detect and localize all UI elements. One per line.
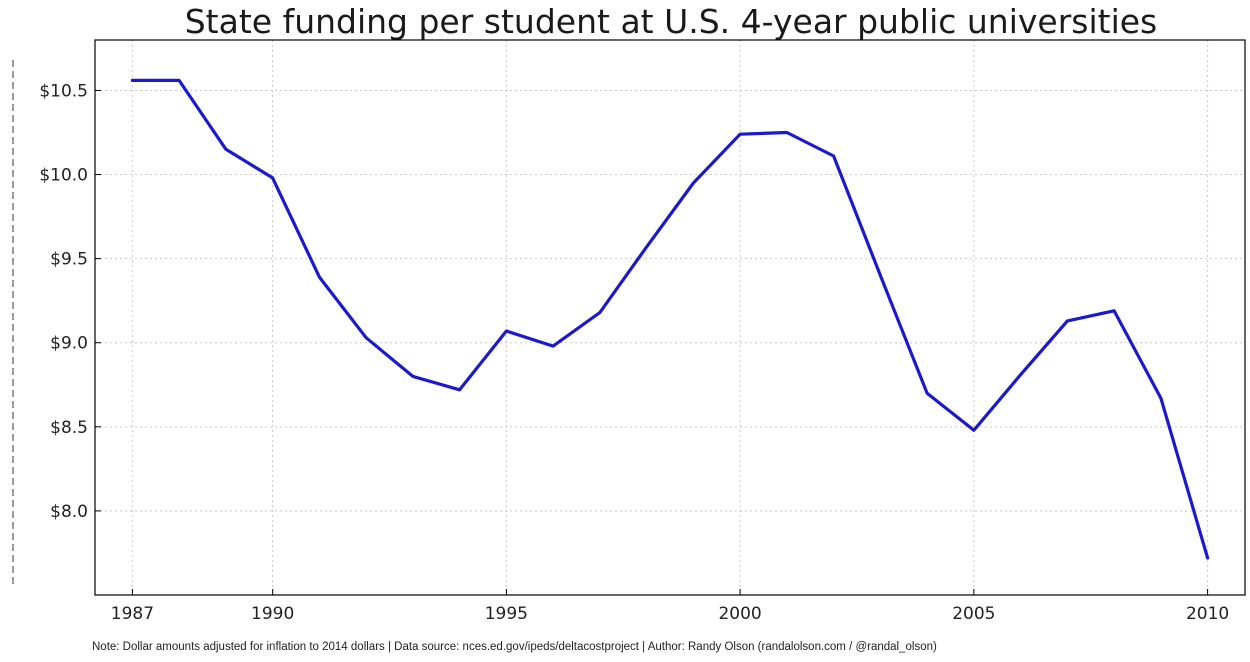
x-tick-label: 2000: [718, 604, 761, 624]
x-tick-label: 2005: [952, 604, 995, 624]
data-point: [364, 336, 368, 339]
y-tick-label: $10.0: [39, 166, 88, 186]
data-point: [832, 154, 835, 158]
data-point: [131, 79, 134, 82]
data-point: [224, 148, 228, 151]
data-point: [738, 132, 742, 136]
data-point: [177, 79, 181, 82]
data-point: [458, 388, 461, 392]
plot-frame: [94, 39, 1246, 596]
y-tick-label: $9.0: [50, 334, 88, 354]
data-point: [645, 245, 648, 249]
data-point: [692, 181, 695, 185]
data-point: [271, 176, 274, 180]
y-tick-label: $9.5: [50, 250, 88, 270]
data-point: [411, 375, 415, 378]
chart-title: State funding per student at U.S. 4-year…: [184, 2, 1158, 41]
chart-footnote: Note: Dollar amounts adjusted for inflat…: [92, 641, 937, 653]
data-point: [318, 275, 321, 279]
data-point: [598, 311, 602, 314]
x-tick-label: 2010: [1186, 604, 1229, 624]
data-point: [1112, 309, 1116, 312]
data-point: [505, 329, 508, 333]
x-tick-label: 1990: [251, 604, 294, 624]
data-point: [551, 344, 555, 348]
data-point: [879, 274, 882, 277]
data-point: [925, 391, 929, 395]
data-point: [1066, 319, 1069, 323]
x-tick-label: 1995: [485, 604, 528, 624]
data-point: [972, 428, 976, 432]
data-point: [1019, 373, 1022, 376]
y-tick-label: $8.0: [50, 502, 88, 522]
data-point: [785, 131, 789, 134]
y-tick-label: $8.5: [50, 418, 88, 438]
data-point: [1206, 556, 1209, 560]
y-tick-label: $10.5: [39, 81, 88, 101]
x-tick-label: 1987: [111, 604, 154, 624]
data-point: [1159, 397, 1163, 400]
series-line: [130, 78, 1210, 560]
